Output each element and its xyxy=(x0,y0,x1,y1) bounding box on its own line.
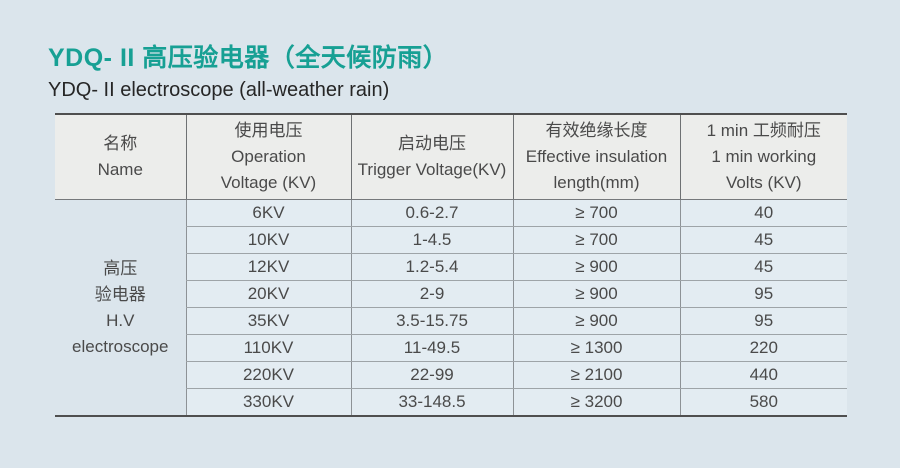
cell-trigger-voltage: 11-49.5 xyxy=(350,334,513,362)
table-row: 220KV 22-99 ≥ 2100 440 xyxy=(55,361,847,389)
cell-trigger-voltage: 3.5-15.75 xyxy=(350,307,513,335)
cell-operation-voltage: 110KV xyxy=(185,334,351,362)
header-operation-voltage: 使用电压 Operation Voltage (KV) xyxy=(185,114,351,200)
cell-insulation-length: ≥ 3200 xyxy=(512,388,680,417)
cell-working-volts: 45 xyxy=(679,226,847,254)
cell-trigger-voltage: 1-4.5 xyxy=(350,226,513,254)
table-row: 10KV 1-4.5 ≥ 700 45 xyxy=(55,226,847,254)
cell-insulation-length: ≥ 700 xyxy=(512,226,680,254)
table-row: 高压 验电器 H.V electroscope 6KV 0.6-2.7 ≥ 70… xyxy=(55,199,847,356)
cell-operation-voltage: 12KV xyxy=(185,253,351,281)
cell-insulation-length: ≥ 900 xyxy=(512,280,680,308)
page-subtitle: YDQ- II electroscope (all-weather rain) xyxy=(48,79,390,101)
cell-insulation-length: ≥ 900 xyxy=(512,307,680,335)
page-title: YDQ- II 高压验电器（全天候防雨） xyxy=(48,44,449,72)
cell-working-volts: 45 xyxy=(679,253,847,281)
cell-operation-voltage: 35KV xyxy=(185,307,351,335)
table-row: 12KV 1.2-5.4 ≥ 900 45 xyxy=(55,253,847,281)
cell-trigger-voltage: 33-148.5 xyxy=(350,388,513,417)
table-row: 110KV 11-49.5 ≥ 1300 220 xyxy=(55,334,847,362)
cell-trigger-voltage: 2-9 xyxy=(350,280,513,308)
header-name: 名称 Name xyxy=(55,114,186,200)
table-row: 35KV 3.5-15.75 ≥ 900 95 xyxy=(55,307,847,335)
header-trigger-voltage: 启动电压 Trigger Voltage(KV) xyxy=(350,114,513,200)
header-working-volts: 1 min 工频耐压 1 min working Volts (KV) xyxy=(679,114,847,200)
header-row: 名称 Name 使用电压 Operation Voltage (KV) 启动电压… xyxy=(55,114,847,200)
cell-operation-voltage: 330KV xyxy=(185,388,351,417)
cell-working-volts: 580 xyxy=(679,388,847,417)
cell-working-volts: 95 xyxy=(679,280,847,308)
header-insulation-length: 有效绝缘长度 Effective insulation length(mm) xyxy=(512,114,680,200)
cell-insulation-length: ≥ 700 xyxy=(512,199,680,227)
cell-operation-voltage: 10KV xyxy=(185,226,351,254)
cell-operation-voltage: 6KV xyxy=(185,199,351,227)
table-row: 330KV 33-148.5 ≥ 3200 580 xyxy=(55,388,847,417)
product-group-cell: 高压 验电器 H.V electroscope xyxy=(72,258,169,356)
cell-working-volts: 95 xyxy=(679,307,847,335)
cell-working-volts: 440 xyxy=(679,361,847,389)
cell-working-volts: 220 xyxy=(679,334,847,362)
cell-trigger-voltage: 0.6-2.7 xyxy=(350,199,513,227)
spec-table: 名称 Name 使用电压 Operation Voltage (KV) 启动电压… xyxy=(55,113,847,417)
table-row: 20KV 2-9 ≥ 900 95 xyxy=(55,280,847,308)
cell-operation-voltage: 20KV xyxy=(185,280,351,308)
cell-trigger-voltage: 22-99 xyxy=(350,361,513,389)
page: YDQ- II 高压验电器（全天候防雨） YDQ- II electroscop… xyxy=(48,44,847,417)
cell-insulation-length: ≥ 2100 xyxy=(512,361,680,389)
cell-working-volts: 40 xyxy=(679,199,847,227)
cell-trigger-voltage: 1.2-5.4 xyxy=(350,253,513,281)
cell-insulation-length: ≥ 900 xyxy=(512,253,680,281)
cell-operation-voltage: 220KV xyxy=(185,361,351,389)
cell-insulation-length: ≥ 1300 xyxy=(512,334,680,362)
